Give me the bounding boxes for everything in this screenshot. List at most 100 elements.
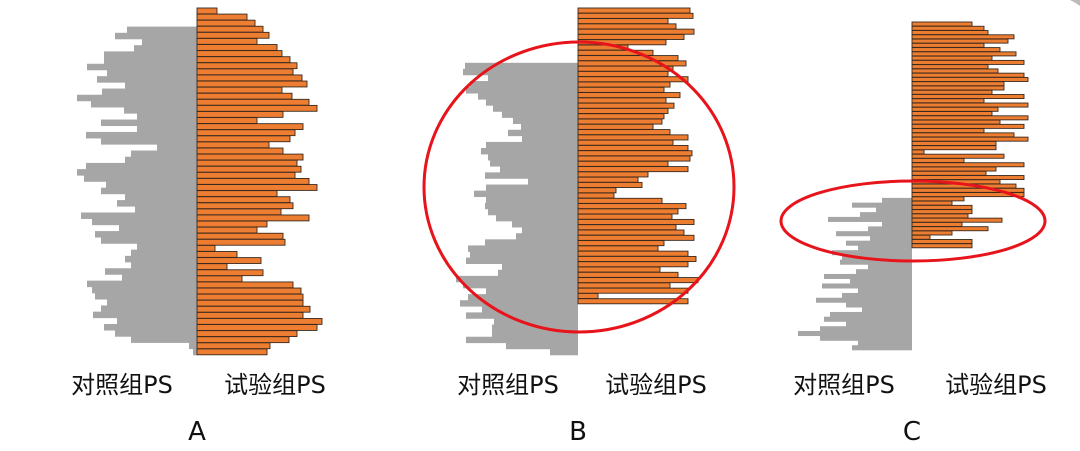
treated-bar (911, 204, 973, 210)
treated-bar (196, 13, 248, 21)
panel-c: 对照组PS 试验组PS C (779, 21, 1047, 447)
control-bar (193, 348, 197, 356)
control-bar (134, 45, 197, 52)
treated-bar (577, 234, 695, 241)
treated-bar (911, 136, 1029, 142)
control-bar (466, 257, 578, 264)
treated-bar (577, 277, 699, 284)
treated-bar (196, 342, 271, 350)
treated-bar (911, 230, 953, 236)
treated-bar (196, 171, 296, 179)
treated-bar (911, 166, 997, 172)
treated-group-label: 试验组PS (945, 371, 1047, 399)
treated-bar (196, 311, 304, 319)
treated-bar (196, 37, 258, 45)
treated-bar (577, 97, 667, 104)
control-bar (131, 150, 197, 158)
control-bar (119, 224, 197, 232)
treated-bar (577, 139, 674, 146)
control-bar (486, 196, 578, 204)
treated-bar (577, 245, 659, 252)
highlight-ellipse (422, 40, 736, 334)
treated-bar (196, 275, 243, 283)
control-bar (91, 100, 197, 108)
treated-bar (196, 19, 256, 27)
treated-bar (196, 50, 283, 57)
treated-bar (911, 226, 989, 232)
control-bar (137, 113, 197, 120)
treated-bar (577, 240, 665, 247)
treated-bar (577, 160, 669, 167)
control-bar (87, 280, 197, 288)
control-bar (97, 76, 197, 83)
treated-bar (196, 196, 291, 204)
treated-bar (911, 89, 993, 95)
control-bar (488, 74, 578, 82)
control-bar (92, 218, 197, 226)
treated-bar (577, 7, 691, 14)
control-bar (486, 288, 578, 295)
control-bar (102, 88, 197, 96)
treated-bar (196, 287, 302, 295)
treated-bar (911, 47, 1001, 53)
control-bar (836, 231, 912, 237)
treated-bar (577, 203, 687, 210)
treated-bar (196, 202, 294, 210)
control-bar (868, 226, 912, 232)
control-bar (105, 268, 197, 275)
treated-bar (911, 239, 973, 244)
treated-bar (911, 30, 989, 36)
control-bar (189, 342, 197, 350)
treated-bar (196, 324, 318, 331)
control-bar (506, 342, 578, 350)
treated-bar (577, 70, 669, 77)
treated-bar (577, 181, 643, 188)
control-bar (460, 300, 578, 307)
treated-bar (911, 42, 985, 48)
control-bar (488, 208, 578, 216)
treated-bar (577, 12, 694, 19)
control-bar (474, 190, 578, 198)
control-bar (104, 57, 197, 65)
treated-bar (911, 153, 1005, 159)
control-bar (101, 187, 197, 195)
treated-bar (577, 55, 679, 62)
control-bar (816, 297, 912, 303)
control-bar (876, 207, 912, 213)
treated-bar (911, 115, 1029, 121)
treated-bar (196, 348, 268, 356)
treated-bar (196, 80, 308, 88)
control-bar (528, 178, 578, 185)
treated-bar (911, 119, 1001, 125)
control-bar (512, 221, 578, 228)
control-bar (824, 316, 912, 322)
panel-letter: B (569, 417, 587, 447)
treated-bar (911, 234, 931, 240)
treated-bar (911, 98, 985, 104)
control-bar (882, 197, 912, 203)
treated-bar (196, 208, 282, 216)
control-bar (87, 63, 197, 71)
control-bar (466, 312, 578, 319)
control-bar (95, 231, 197, 238)
control-bar (840, 259, 912, 265)
control-bar (481, 148, 578, 155)
control-bar (486, 184, 578, 191)
treated-bar (911, 162, 1025, 168)
control-bar (820, 335, 912, 341)
control-bar (106, 181, 197, 188)
treated-bar (196, 104, 318, 112)
treated-bar (577, 118, 663, 125)
treated-bar (577, 150, 693, 157)
treated-bar (577, 76, 689, 83)
treated-bar (577, 23, 677, 30)
treated-bar (577, 60, 687, 67)
treated-bar (196, 220, 268, 228)
treated-bar (577, 144, 689, 151)
control-bar (137, 125, 197, 133)
treated-bar (196, 68, 294, 76)
control-bar (488, 154, 578, 161)
control-bar (478, 93, 578, 100)
treated-bar (196, 244, 216, 252)
